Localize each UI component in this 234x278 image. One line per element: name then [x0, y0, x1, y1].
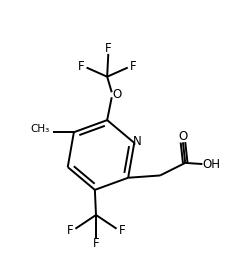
Text: N: N [133, 135, 142, 148]
Text: O: O [178, 130, 188, 143]
Text: F: F [130, 60, 137, 73]
Text: F: F [66, 224, 73, 237]
Text: F: F [105, 42, 112, 55]
Text: F: F [93, 237, 99, 250]
Text: O: O [112, 88, 121, 101]
Text: F: F [78, 60, 84, 73]
Text: OH: OH [202, 158, 220, 170]
Text: CH₃: CH₃ [30, 125, 49, 135]
Text: F: F [119, 224, 126, 237]
